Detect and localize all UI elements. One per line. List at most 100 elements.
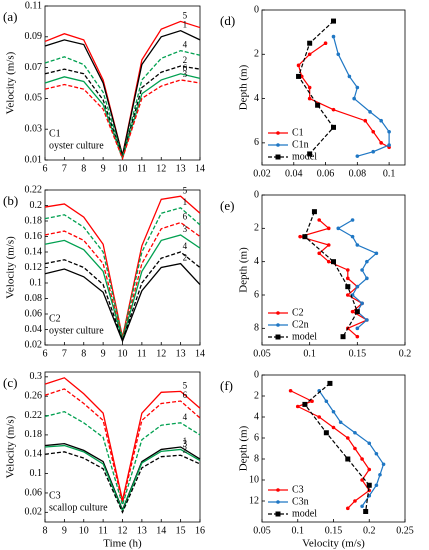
legend-label: model (292, 508, 317, 519)
series-label: 4 (183, 40, 188, 50)
marker (367, 467, 372, 472)
marker (340, 334, 346, 340)
y-axis-label: Velocity (m/s) (5, 51, 17, 114)
y-tick-label: 0.07 (25, 62, 43, 73)
marker (346, 276, 350, 281)
marker (307, 85, 312, 90)
x-tick-label: 0.06 (317, 168, 335, 179)
legend-marker (275, 511, 281, 517)
y-tick-label: 4 (254, 411, 259, 422)
y-tick-label: 0.22 (25, 184, 43, 195)
x-tick-label: 12 (156, 348, 166, 359)
series-label: 4 (183, 412, 188, 422)
marker (310, 399, 314, 404)
x-tick-label: 10 (118, 348, 128, 359)
marker (323, 41, 328, 46)
marker (331, 425, 336, 430)
marker (350, 218, 355, 222)
x-tick-label: 0.1 (292, 525, 305, 536)
legend-label: C2n (292, 319, 309, 330)
y-tick-label: 6 (254, 432, 259, 443)
marker (307, 52, 312, 57)
series-label: 6 (183, 390, 188, 400)
x-tick-label: 12 (156, 163, 166, 174)
x-tick-label: 8 (81, 348, 86, 359)
legend-marker (276, 143, 280, 147)
series-line (44, 451, 201, 514)
marker (345, 284, 351, 290)
marker (315, 102, 321, 108)
x-tick-label: 7 (62, 163, 67, 174)
series-line (332, 36, 390, 157)
marker (381, 462, 386, 467)
series-label: 2 (183, 55, 188, 65)
x-tick-label: 0.2 (399, 348, 412, 359)
marker (295, 404, 300, 409)
series-label: 4 (183, 241, 188, 251)
marker (355, 154, 360, 158)
marker (365, 318, 369, 322)
y-tick-label: 0.2 (30, 200, 43, 211)
plot-frame (261, 194, 406, 346)
panel-label: (e) (220, 198, 234, 213)
series-label: 5 (183, 10, 188, 20)
legend-marker (275, 334, 281, 340)
x-tick-label: 13 (137, 525, 147, 536)
plot-frame (261, 374, 406, 523)
series-line (304, 211, 358, 337)
annotation: C3 (49, 490, 61, 501)
marker (360, 301, 364, 306)
legend-marker (275, 154, 281, 160)
x-tick-label: 14 (195, 163, 205, 174)
y-axis-label: Depth (m) (238, 425, 250, 471)
marker (353, 499, 357, 503)
marker (331, 409, 336, 414)
x-tick-label: 13 (176, 163, 186, 174)
series-label: 6 (183, 63, 188, 73)
panel-label: (a) (3, 9, 17, 24)
marker (350, 309, 355, 314)
series-line (44, 410, 201, 508)
y-tick-label: 0 (254, 4, 259, 15)
x-tick-label: 0.1 (303, 348, 316, 359)
marker (366, 482, 372, 488)
legend-label: C1 (292, 127, 304, 138)
marker (336, 52, 341, 57)
marker (302, 234, 308, 240)
x-axis-label: Velocity (m/s) (302, 538, 365, 550)
marker (352, 96, 356, 101)
marker (324, 399, 329, 404)
series-label: 1 (183, 436, 188, 446)
legend-label: C3 (292, 484, 304, 495)
legend-marker (276, 131, 280, 135)
marker (338, 420, 343, 425)
x-tick-label: 9 (101, 163, 106, 174)
x-tick-label: 11 (137, 348, 147, 359)
marker (378, 472, 382, 477)
marker (307, 96, 312, 101)
x-tick-label: 13 (176, 348, 186, 359)
x-tick-label: 6 (43, 348, 48, 359)
x-tick-label: 12 (118, 525, 128, 536)
y-tick-label: 0.3 (30, 371, 43, 382)
marker (374, 483, 379, 488)
marker (355, 326, 360, 331)
legend-label: C1n (292, 139, 309, 150)
plot-frame (261, 9, 406, 166)
series-label: 5 (183, 185, 188, 195)
x-tick-label: 9 (101, 348, 106, 359)
marker (346, 436, 350, 440)
y-tick-label: 0.01 (25, 154, 43, 165)
y-tick-label: 8 (254, 453, 259, 464)
marker (353, 446, 357, 451)
marker (307, 151, 313, 157)
annotation: scallop culture (49, 502, 108, 513)
marker (355, 284, 360, 289)
marker (374, 251, 379, 256)
marker (365, 259, 369, 264)
marker (346, 268, 350, 272)
marker (371, 149, 376, 154)
series-label: 5 (183, 380, 188, 390)
panel-label: (f) (220, 378, 233, 393)
